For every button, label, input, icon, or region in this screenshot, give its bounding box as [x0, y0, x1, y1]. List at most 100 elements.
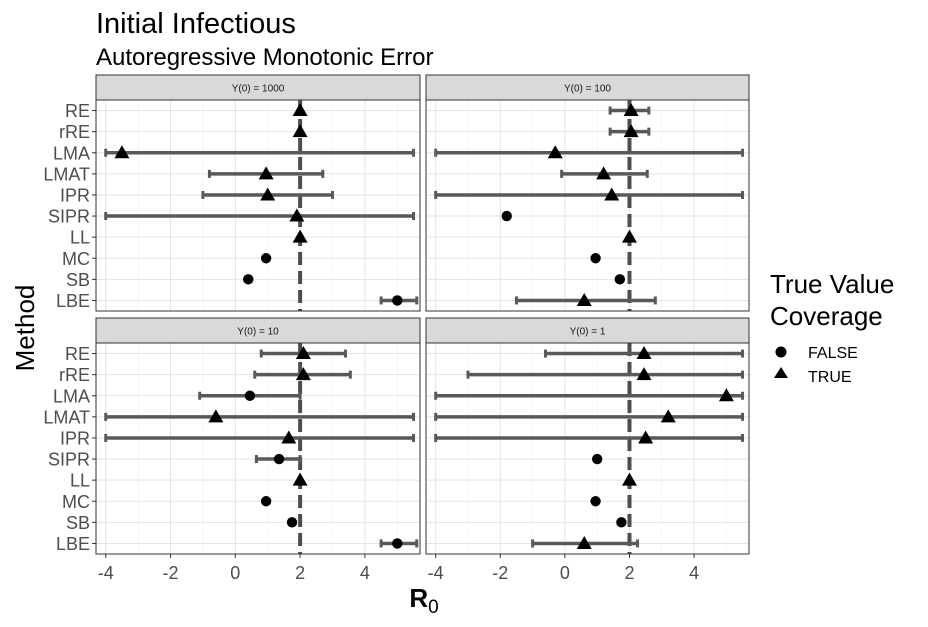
panel-strip-label: Y(0) = 100: [564, 84, 611, 95]
y-tick-label: SB: [66, 270, 90, 290]
point-circle: [591, 453, 603, 465]
point-triangle: [281, 430, 297, 444]
x-tick-label: 4: [689, 563, 699, 583]
panel-strip-label: Y(0) = 10: [237, 327, 279, 338]
point-circle: [501, 210, 512, 222]
panel-background: [426, 100, 749, 311]
point-circle: [273, 453, 285, 465]
panel-border: [425, 342, 750, 555]
point-triangle: [295, 367, 311, 381]
point-triangle: [636, 346, 652, 360]
point-circle: [244, 390, 256, 401]
point-circle: [590, 253, 601, 264]
x-axis-title: R0: [409, 583, 438, 618]
x-tick-label: 2: [295, 563, 305, 583]
point-circle: [243, 274, 254, 285]
point-triangle: [258, 166, 274, 180]
y-tick-label: SIPR: [48, 450, 90, 470]
legend-title-line2: Coverage: [770, 301, 883, 331]
y-tick-label: LMAT: [43, 407, 90, 427]
x-tick-label: 0: [230, 563, 240, 583]
point-triangle: [576, 535, 592, 549]
y-tick-label: IPR: [60, 428, 90, 448]
x-axis-title-main: R: [409, 583, 428, 613]
y-tick-label: RE: [65, 101, 90, 121]
x-tick-label: 0: [560, 563, 570, 583]
y-tick-label: LMAT: [43, 164, 90, 184]
panel-background: [426, 343, 749, 554]
point-triangle: [208, 409, 224, 423]
point-triangle: [604, 187, 620, 201]
panel-border: [425, 99, 750, 312]
point-triangle: [623, 103, 639, 117]
point-circle: [286, 517, 298, 528]
point-triangle: [576, 292, 592, 306]
point-circle: [260, 496, 272, 507]
panel-strip: [425, 74, 750, 101]
point-triangle: [596, 166, 612, 180]
point-triangle: [260, 187, 276, 201]
x-tick-label: -4: [98, 563, 114, 583]
x-tick-label: 2: [624, 563, 634, 583]
point-triangle: [623, 124, 639, 138]
legend-label-false: FALSE: [808, 345, 858, 362]
panel-2: Y(0) = 100: [425, 74, 750, 312]
y-tick-label: SIPR: [48, 207, 90, 227]
point-circle: [590, 496, 601, 507]
point-triangle: [660, 409, 676, 423]
point-triangle: [292, 124, 308, 138]
x-tick-label: -2: [163, 563, 179, 583]
panel-strip: [95, 74, 421, 101]
y-tick-label: RE: [65, 344, 90, 364]
y-tick-label: rRE: [59, 365, 90, 385]
point-triangle: [292, 472, 308, 486]
panel-background: [96, 100, 420, 311]
y-tick-label: IPR: [60, 185, 90, 205]
point-triangle: [638, 430, 654, 444]
y-tick-label: LMA: [53, 143, 90, 163]
y-tick-label: rRE: [59, 122, 90, 142]
legend-key-false-circle: [775, 346, 787, 358]
x-tick-label: 4: [360, 563, 370, 583]
point-circle: [392, 295, 403, 306]
y-tick-label: LL: [70, 471, 90, 491]
point-triangle: [292, 229, 308, 243]
chart-title: Initial Infectious: [96, 8, 296, 40]
point-triangle: [621, 229, 637, 243]
y-axis-title: Method: [10, 285, 40, 372]
panels-layer: Y(0) = 1000RErRELMALMATIPRSIPRLLMCSBLBEY…: [43, 74, 750, 583]
point-triangle: [114, 145, 130, 159]
panel-strip: [95, 317, 421, 344]
y-tick-label: MC: [62, 492, 90, 512]
panel-border: [95, 99, 421, 312]
point-circle: [392, 538, 403, 549]
point-triangle: [718, 388, 734, 402]
y-tick-label: LBE: [56, 534, 90, 554]
x-axis-title-sub: 0: [428, 597, 439, 618]
point-triangle: [295, 346, 311, 360]
x-tick-label: -2: [492, 563, 508, 583]
y-tick-label: LBE: [56, 291, 90, 311]
y-tick-label: LL: [70, 228, 90, 248]
point-triangle: [621, 472, 637, 486]
point-triangle: [547, 145, 563, 159]
panel-4: Y(0) = 1 -4 -2 0 2 4: [425, 317, 750, 583]
point-triangle: [292, 103, 308, 117]
legend-label-true: TRUE: [808, 369, 852, 386]
point-triangle: [636, 367, 652, 381]
panel-border: [95, 342, 421, 555]
y-tick-label: LMA: [53, 386, 90, 406]
panel-strip-label: Y(0) = 1000: [232, 84, 285, 95]
panel-background: [96, 343, 420, 554]
legend-key-true-triangle: [774, 367, 788, 378]
y-tick-label: MC: [62, 249, 90, 269]
point-circle: [614, 274, 625, 285]
panel-strip-label: Y(0) = 1: [570, 327, 606, 338]
y-tick-label: SB: [66, 513, 90, 533]
legend-title-line1: True Value: [770, 269, 894, 299]
point-circle: [616, 517, 627, 528]
chart-subtitle: Autoregressive Monotonic Error: [96, 44, 433, 71]
